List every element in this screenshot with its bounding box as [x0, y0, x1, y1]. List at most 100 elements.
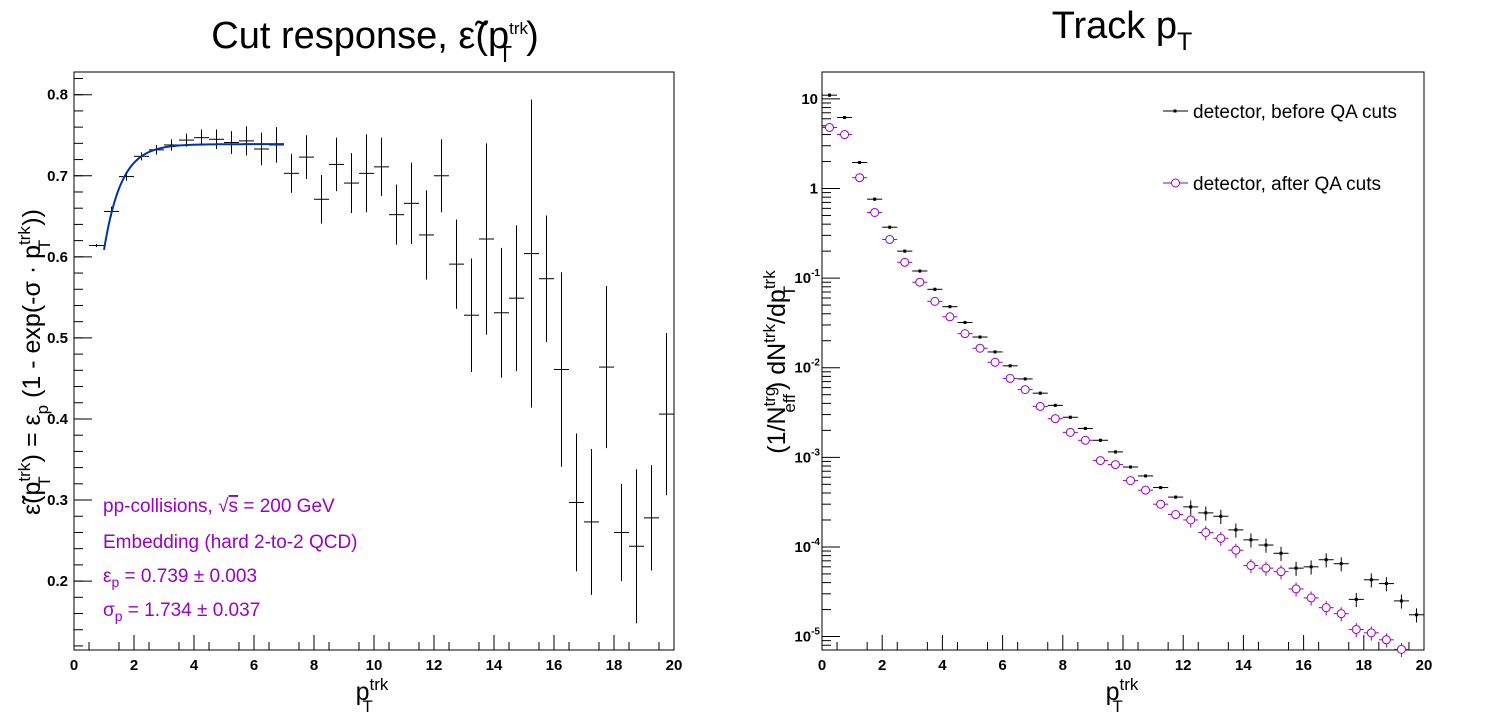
right-data-point: [1243, 533, 1259, 548]
left-data-point: [194, 129, 209, 146]
right-data-point: [987, 350, 1003, 354]
left-x-tick-label: 10: [366, 657, 383, 674]
right-data-point: [912, 269, 928, 273]
left-data-point: [284, 153, 299, 193]
left-x-tick-label: 18: [606, 657, 623, 674]
right-data-point: [1213, 509, 1229, 524]
right-data-point: [1228, 543, 1244, 558]
right-data-point: [1138, 474, 1154, 478]
legend-marker-before-dot: [1173, 109, 1177, 113]
left-data-point: [494, 247, 509, 378]
right-y-tick-label: 10-2: [794, 358, 820, 377]
right-y-tick-label: 10-1: [794, 268, 820, 287]
left-fit-curve: [103, 143, 284, 251]
right-data-point: [1288, 582, 1304, 597]
right-data-point: [1183, 513, 1199, 528]
right-data-point: [1032, 391, 1048, 395]
left-data-point: [464, 258, 479, 372]
right-data-point: [1107, 460, 1123, 470]
left-x-ticks: 0 2 4 6 8 10 12 14 16 18 20: [70, 635, 683, 674]
right-data-point: [1303, 591, 1319, 606]
right-y-axis-label: (1/Ntrgeff) dNtrk/dptrkT: [760, 270, 799, 454]
annotation-collisions: pp-collisions, √s = 200 GeV: [103, 496, 335, 517]
right-data-point: [1228, 523, 1244, 538]
right-x-tick-label: 0: [818, 657, 826, 674]
right-data-point: [1198, 526, 1214, 541]
left-data-point: [449, 219, 464, 309]
right-data-point: [1138, 485, 1154, 495]
left-x-tick-label: 2: [130, 657, 138, 674]
right-data-point: [1168, 495, 1184, 499]
right-data-point: [1062, 415, 1078, 419]
right-data-point: [1107, 450, 1123, 454]
left-data-point: [299, 135, 314, 180]
fit-line: [103, 143, 284, 251]
right-x-tick-label: 12: [1175, 657, 1192, 674]
left-data-point: [89, 243, 104, 248]
right-data-point: [1123, 476, 1139, 486]
right-data-point: [1318, 601, 1334, 616]
right-series-after: [822, 122, 1409, 658]
right-data-point: [1092, 438, 1108, 442]
right-data-point: [1077, 435, 1093, 445]
right-data-point: [1393, 594, 1409, 609]
left-data-point: [389, 184, 404, 245]
left-data-point: [209, 129, 224, 150]
right-data-point: [1303, 560, 1319, 575]
left-data-point: [554, 272, 569, 467]
right-data-point: [882, 234, 898, 244]
right-y-tick-label: 10-5: [794, 627, 820, 646]
left-annotations: pp-collisions, √s = 200 GeV Embedding (h…: [103, 496, 358, 624]
right-data-point: [1198, 506, 1214, 521]
left-x-tick-label: 14: [486, 657, 503, 674]
right-data-point: [1333, 607, 1349, 622]
left-x-tick-label: 6: [250, 657, 258, 674]
left-data-point: [599, 286, 614, 449]
left-data-point: [434, 139, 449, 213]
right-data-point: [1017, 377, 1033, 381]
right-data-point: [1047, 403, 1063, 407]
left-data-point: [239, 126, 254, 156]
left-x-tick-label: 8: [310, 657, 318, 674]
right-data-point: [957, 329, 973, 339]
left-x-tick-label: 12: [426, 657, 443, 674]
right-data-point: [1258, 538, 1274, 553]
right-data-point: [1348, 623, 1364, 638]
annotation-sigma: σp = 1.734 ± 0.037: [103, 600, 260, 624]
right-data-point: [1047, 414, 1063, 424]
left-chart-title: Cut response, ε̃(ptrk T): [211, 15, 538, 67]
right-x-tick-label: 6: [998, 657, 1006, 674]
right-data-point: [942, 312, 958, 322]
right-data-point: [1258, 561, 1274, 576]
right-data-point: [1363, 573, 1379, 588]
right-data-point: [1348, 592, 1364, 608]
right-data-point: [912, 277, 928, 287]
right-data-point: [1243, 559, 1259, 574]
right-y-tick-label: 10-4: [794, 537, 820, 556]
left-data-point: [569, 433, 584, 572]
right-data-point: [927, 287, 943, 291]
right-data-point: [1183, 500, 1199, 515]
right-data-point: [1408, 608, 1424, 623]
left-x-tick-label: 20: [666, 657, 683, 674]
legend-marker-after-dot: [1171, 178, 1180, 188]
right-data-point: [942, 305, 958, 309]
left-data-point: [644, 465, 659, 571]
right-data-point: [1213, 531, 1229, 546]
right-y-ticks: 10-5 10-4 10-3 10-2 10-1 1 10: [794, 91, 840, 646]
right-data-point: [1062, 427, 1078, 437]
right-data-point: [852, 173, 868, 183]
left-data-point: [344, 153, 359, 214]
left-y-tick-label: 0.4: [47, 411, 69, 428]
left-data-point: [524, 99, 539, 408]
right-data-point: [957, 320, 973, 325]
left-data-point: [584, 448, 599, 595]
right-data-point: [1273, 565, 1289, 580]
right-data-point: [852, 160, 868, 165]
right-data-point: [1123, 465, 1139, 469]
right-data-point: [837, 115, 853, 120]
right-legend: detector, before QA cuts detector, after…: [1163, 102, 1397, 195]
right-data-point: [1002, 364, 1018, 368]
right-x-tick-label: 20: [1416, 657, 1433, 674]
